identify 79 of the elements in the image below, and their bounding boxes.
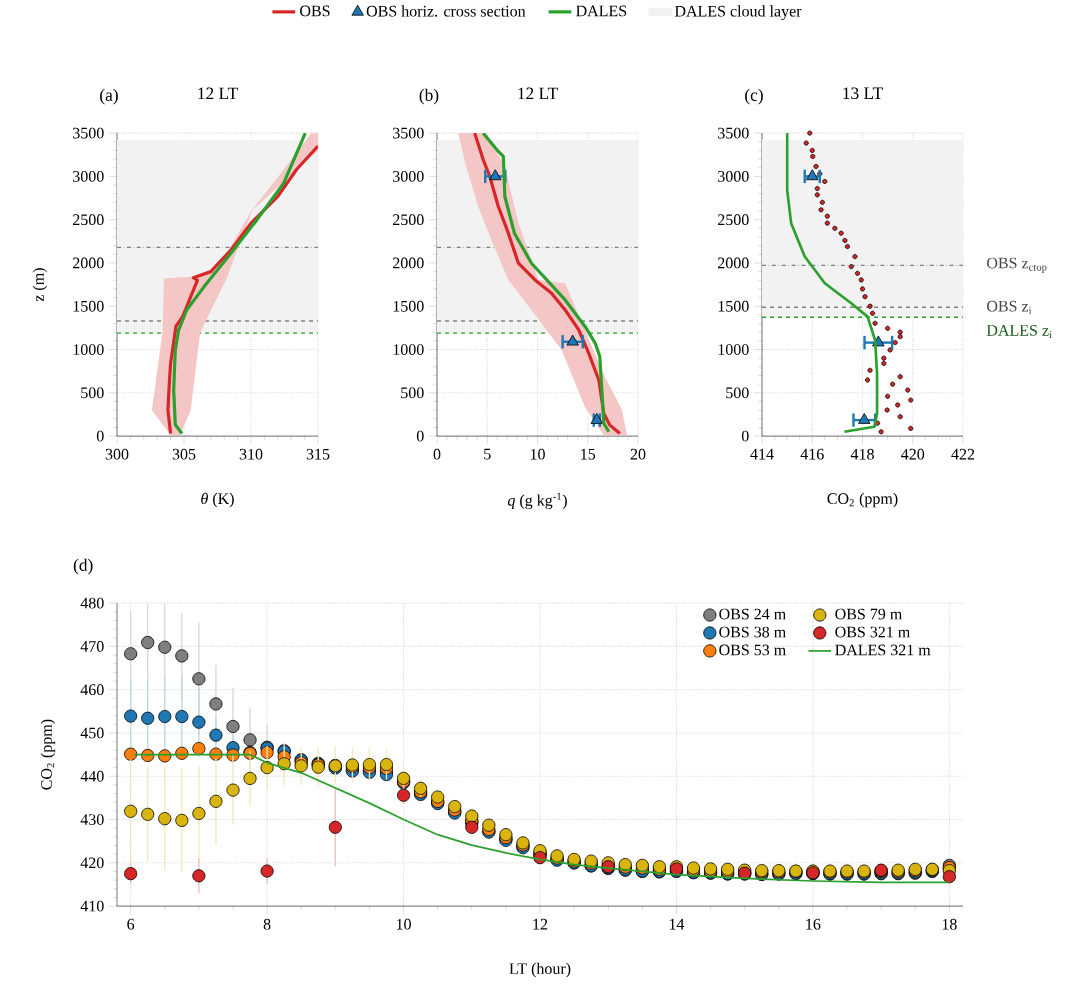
x-tick-label: 6 xyxy=(127,918,135,930)
x-tick-label: 315 xyxy=(306,448,330,460)
x-tick-label: 10 xyxy=(530,448,545,460)
legend-label: DALES xyxy=(576,5,627,17)
ref-line-label: DALES z$_{i}$ xyxy=(986,324,1052,338)
y-axis-title: CO$_{2}$ (ppm) xyxy=(40,719,56,790)
x-axis-title: θ (K) xyxy=(201,492,234,508)
x-tick-label: 416 xyxy=(800,448,824,460)
x-tick-label: 20 xyxy=(630,448,646,460)
y-tick-label: 3000 xyxy=(73,170,104,182)
chart-title: 12 LT xyxy=(518,87,558,100)
y-tick-label: 0 xyxy=(741,430,749,442)
text: (c) xyxy=(745,88,763,105)
y-tick-label: 2000 xyxy=(73,257,104,269)
y-tick-label: 500 xyxy=(401,387,424,399)
y-tick-label: 460 xyxy=(80,684,104,696)
x-tick-label: 300 xyxy=(105,448,129,460)
x-tick-label: 422 xyxy=(951,448,975,460)
x-tick-label: 310 xyxy=(239,448,263,460)
y-tick-label: 0 xyxy=(416,430,424,442)
x-tick-label: 10 xyxy=(396,918,411,930)
y-tick-label: 2500 xyxy=(393,214,424,226)
legend-label: OBS 24 m xyxy=(719,608,786,620)
x-tick-label: 12 xyxy=(533,918,548,930)
y-tick-label: 470 xyxy=(80,640,104,652)
y-tick-label: 3000 xyxy=(718,170,749,182)
x-axis-title: LT (hour) xyxy=(509,962,571,978)
x-tick-label: 16 xyxy=(806,918,821,930)
y-tick-label: 2500 xyxy=(73,214,104,226)
y-tick-label: 440 xyxy=(80,770,104,782)
x-tick-label: 305 xyxy=(172,448,196,460)
legend-label: DALES 321 m xyxy=(835,644,931,656)
y-tick-label: 3000 xyxy=(393,170,424,182)
text: (d) xyxy=(73,558,93,575)
y-tick-label: 500 xyxy=(726,387,749,399)
y-tick-label: 500 xyxy=(81,387,104,399)
ref-line-label: OBS z$_{ctop}$ xyxy=(987,257,1047,273)
text: (b) xyxy=(419,88,439,105)
x-tick-label: 414 xyxy=(750,448,774,460)
x-tick-label: 8 xyxy=(263,918,271,930)
chart-title: 12 LT xyxy=(198,87,238,100)
text: (a) xyxy=(100,88,118,105)
y-tick-label: 420 xyxy=(80,857,104,869)
x-tick-label: 18 xyxy=(942,918,957,930)
x-tick-label: 15 xyxy=(581,448,596,460)
y-tick-label: 3500 xyxy=(718,127,749,139)
chart-title: 13 LT xyxy=(843,87,883,100)
legend-label: OBS xyxy=(300,5,330,17)
x-tick-label: 420 xyxy=(901,448,925,460)
x-tick-label: 0 xyxy=(433,448,441,460)
legend-label: OBS 38 m xyxy=(719,626,786,638)
y-tick-label: 2000 xyxy=(393,257,424,269)
y-tick-label: 3500 xyxy=(393,127,424,139)
x-axis-title: q (g kg$^{-1}$) xyxy=(507,492,567,510)
y-tick-label: 430 xyxy=(80,814,104,825)
y-tick-label: 2500 xyxy=(718,214,749,226)
y-tick-label: 1000 xyxy=(393,344,424,355)
x-tick-label: 418 xyxy=(850,448,874,460)
legend-label: OBS 321 m xyxy=(835,626,911,638)
y-axis-title: z (m) xyxy=(32,268,48,302)
y-tick-label: 480 xyxy=(80,597,104,609)
x-axis-title: CO$_{2}$ (ppm) xyxy=(827,492,898,508)
y-tick-label: 1500 xyxy=(718,300,749,312)
y-tick-label: 3500 xyxy=(73,127,104,139)
ref-line-label: OBS z$_{i}$ xyxy=(987,300,1032,314)
y-tick-label: 0 xyxy=(96,430,104,442)
y-tick-label: 2000 xyxy=(718,257,749,269)
legend-label: OBS horiz. cross section xyxy=(366,5,526,17)
y-tick-label: 1000 xyxy=(718,344,749,355)
legend-label: OBS 53 m xyxy=(719,644,786,656)
y-tick-label: 1000 xyxy=(73,344,104,355)
x-tick-label: 14 xyxy=(669,918,685,930)
y-tick-label: 1500 xyxy=(393,300,424,312)
x-tick-label: 5 xyxy=(484,448,491,460)
y-tick-label: 450 xyxy=(80,727,104,739)
y-tick-label: 410 xyxy=(80,900,104,912)
legend-label: OBS 79 m xyxy=(835,608,903,620)
y-tick-label: 1500 xyxy=(73,300,104,312)
legend-label: DALES cloud layer xyxy=(674,5,802,20)
